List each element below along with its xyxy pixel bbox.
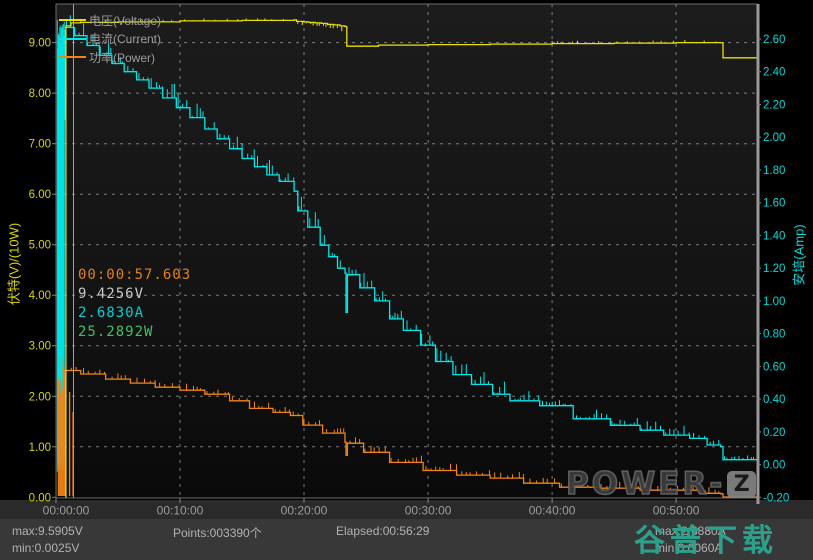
svg-text:6.00: 6.00 (29, 189, 51, 201)
power-line-swatch (59, 56, 86, 59)
svg-text:8.00: 8.00 (29, 88, 51, 100)
svg-text:7.00: 7.00 (29, 139, 51, 151)
svg-text:0.00: 0.00 (763, 460, 785, 472)
svg-text:9.00: 9.00 (29, 38, 51, 50)
legend-voltage-label: 电压(Voltage) (89, 13, 162, 28)
legend-item-current[interactable]: 电流(Current) (59, 30, 161, 49)
svg-text:00:30:00: 00:30:00 (405, 504, 452, 518)
svg-text:4.00: 4.00 (29, 290, 51, 302)
svg-text:3.00: 3.00 (29, 341, 51, 353)
axis-ticks (52, 38, 761, 503)
svg-text:2.60: 2.60 (763, 34, 785, 46)
voltage-series (65, 18, 757, 498)
svg-text:2.20: 2.20 (763, 100, 785, 112)
svg-text:1.00: 1.00 (29, 442, 51, 454)
legend: 电压(Voltage) 电流(Current) 功率(Power) (59, 11, 161, 67)
cursor-voltage: 9.4256V (78, 286, 145, 302)
status-elapsed-time: Elapsed:00:56:29 (336, 524, 430, 538)
legend-current-label: 电流(Current) (89, 32, 162, 47)
svg-text:2.00: 2.00 (29, 391, 51, 403)
axis-tick-labels: 9.00 8.00 7.00 6.00 5.00 4.00 3.00 2.00 1.00 0.00… (29, 34, 790, 518)
current-line-swatch (59, 37, 86, 40)
left-axis-title: 伏特(V)/(10W) (6, 222, 22, 306)
legend-item-power[interactable]: 功率(Power) (59, 48, 161, 67)
legend-item-voltage[interactable]: 电压(Voltage) (59, 11, 161, 30)
svg-text:0.80: 0.80 (763, 329, 785, 341)
cursor-readout: 00:00:57.603 9.4256V 2.6830A 25.2892W (78, 266, 191, 342)
svg-text:0.00: 0.00 (29, 492, 51, 504)
legend-power-label: 功率(Power) (89, 50, 156, 65)
site-watermark: 谷普下载 (634, 523, 778, 558)
svg-text:2.00: 2.00 (763, 132, 785, 144)
svg-text:1.00: 1.00 (763, 296, 785, 308)
svg-text:5.00: 5.00 (29, 240, 51, 252)
svg-text:0.40: 0.40 (763, 394, 785, 406)
svg-text:1.60: 1.60 (763, 198, 785, 210)
right-axis-title: 安培(Amp) (791, 224, 807, 286)
svg-text:00:50:00: 00:50:00 (653, 504, 700, 518)
voltage-line-swatch (59, 19, 86, 22)
powerz-watermark-z-badge: Z (727, 470, 757, 498)
svg-text:00:00:00: 00:00:00 (43, 504, 90, 518)
svg-text:0.20: 0.20 (763, 427, 785, 439)
cursor-current: 2.6830A (78, 305, 145, 321)
plot-background (56, 4, 757, 498)
svg-text:00:20:00: 00:20:00 (281, 504, 328, 518)
power-series (62, 367, 757, 498)
svg-text:2.40: 2.40 (763, 67, 785, 79)
cursor-power: 25.2892W (78, 324, 154, 340)
status-current-max: max:2.6880A (655, 524, 726, 538)
svg-text:1.40: 1.40 (763, 230, 785, 242)
svg-text:00:40:00: 00:40:00 (529, 504, 576, 518)
powerz-watermark: POWER- Z (565, 465, 757, 503)
svg-text:0.60: 0.60 (763, 361, 785, 373)
svg-text:00:10:00: 00:10:00 (157, 504, 204, 518)
svg-text:1.80: 1.80 (763, 165, 785, 177)
status-bar: max:9.5905V min:0.0025V Points:003390个 E… (0, 518, 813, 560)
status-voltage-max: max:9.5905V (12, 524, 83, 538)
cursor-time: 00:00:57.603 (78, 267, 192, 283)
powerz-watermark-text: POWER- (565, 465, 726, 503)
gridlines (56, 4, 757, 498)
current-series (64, 15, 757, 461)
svg-text:-0.20: -0.20 (763, 492, 789, 504)
chart-canvas[interactable]: 9.00 8.00 7.00 6.00 5.00 4.00 3.00 2.00 1.00 0.00… (0, 0, 813, 518)
time-axis-strip (0, 500, 813, 518)
status-voltage-min: min:0.0025V (12, 541, 80, 555)
svg-text:1.20: 1.20 (763, 263, 785, 275)
status-points-count: Points:003390个 (173, 526, 262, 540)
status-current-min: min:0.0060A (655, 541, 723, 555)
